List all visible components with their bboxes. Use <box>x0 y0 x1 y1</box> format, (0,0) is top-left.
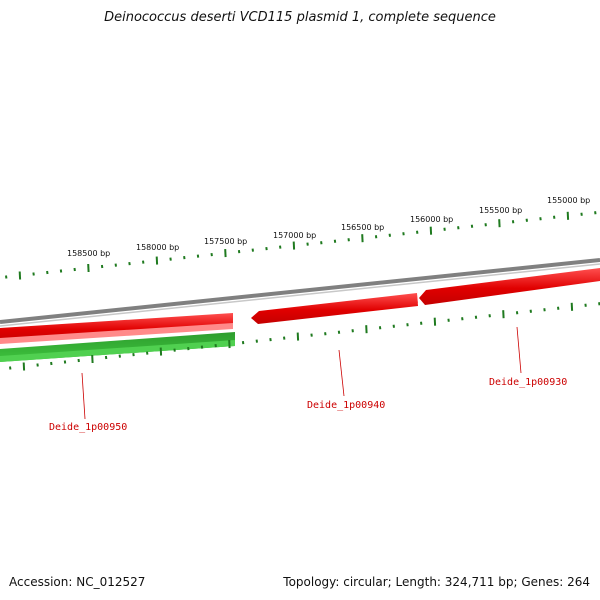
ruler-label-158000: 158000 bp <box>136 243 179 252</box>
gene-label-deide-1p00950[interactable]: Deide_1p00950 <box>49 422 127 433</box>
ruler-label-157500: 157500 bp <box>204 237 247 246</box>
topology-summary-text: Topology: circular; Length: 324,711 bp; … <box>283 575 590 589</box>
map-title: Deinococcus deserti VCD115 plasmid 1, co… <box>104 10 496 25</box>
ruler-label-158500: 158500 bp <box>67 249 110 258</box>
backbone-line <box>0 258 600 324</box>
ruler-inner-ticks <box>9 302 600 371</box>
ruler-labels: 158500 bp 158000 bp 157500 bp 157000 bp … <box>67 196 590 258</box>
gene-label-deide-1p00930[interactable]: Deide_1p00930 <box>489 377 567 388</box>
gene-deide-1p00950-shape[interactable] <box>0 332 235 362</box>
leader-deide-1p00950 <box>81 372 86 420</box>
ruler-label-157000: 157000 bp <box>273 231 316 240</box>
ruler-outer-ticks <box>5 211 597 280</box>
gene-deide-1p00940-shape[interactable] <box>251 293 418 324</box>
ruler-label-155500: 155500 bp <box>479 206 522 215</box>
gene-deide-1p00930-shape[interactable] <box>419 268 600 305</box>
leader-deide-1p00930 <box>516 326 522 374</box>
accession-text: Accession: NC_012527 <box>9 575 146 589</box>
gene-label-deide-1p00940[interactable]: Deide_1p00940 <box>307 400 385 411</box>
ruler-label-156500: 156500 bp <box>341 223 384 232</box>
leader-deide-1p00940 <box>338 349 345 397</box>
gene-deide-1p00960-partial-shape[interactable] <box>0 313 233 344</box>
backbone-shadow <box>0 263 600 327</box>
ruler-label-156000: 156000 bp <box>410 215 453 224</box>
ruler-label-155000: 155000 bp <box>547 196 590 205</box>
